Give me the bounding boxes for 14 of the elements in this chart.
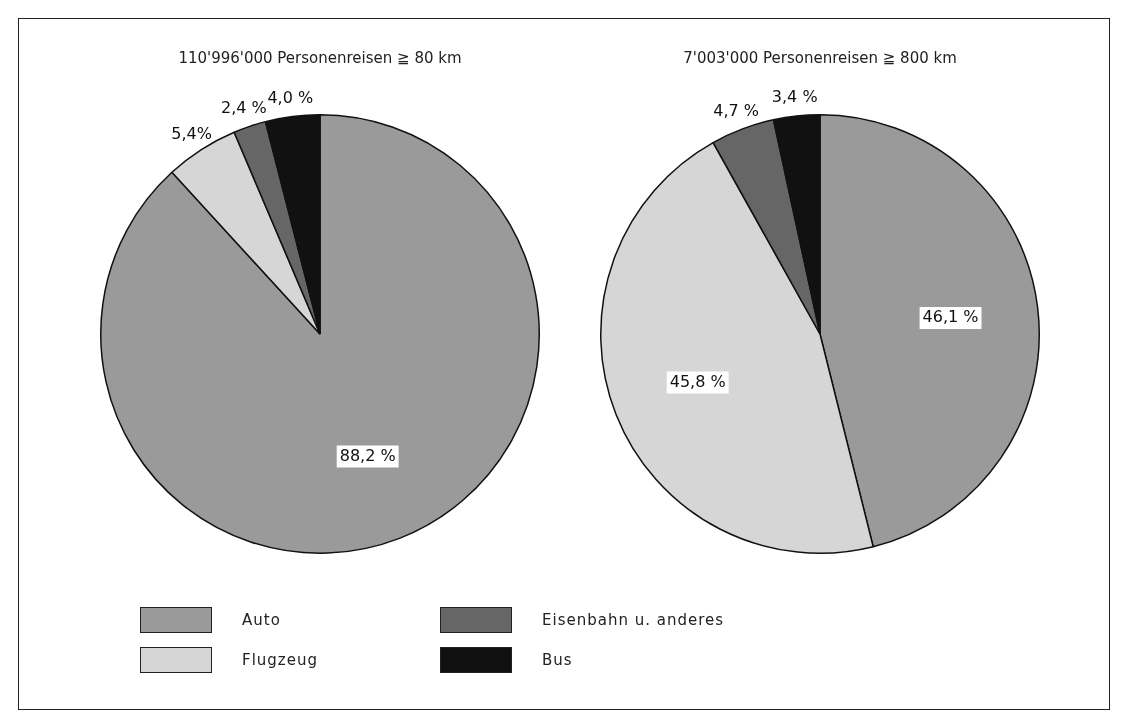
legend-label: Bus [542, 651, 573, 669]
data-label: 4,0 % [267, 87, 314, 107]
legend-label: Flugzeug [242, 651, 318, 669]
chart-title: 110'996'000 Personenreisen ≧ 80 km [178, 48, 462, 67]
chart-title: 7'003'000 Personenreisen ≧ 800 km [683, 48, 957, 67]
data-label: 5,4% [171, 123, 212, 143]
data-label: 88,2 % [339, 445, 396, 465]
data-label: 3,4 % [771, 87, 818, 107]
data-label: 4,7 % [713, 101, 760, 121]
legend-label: Eisenbahn u. anderes [542, 611, 725, 629]
data-label: 45,8 % [669, 371, 726, 391]
data-label: 2,4 % [220, 98, 267, 118]
legend-label: Auto [242, 611, 281, 629]
data-label: 46,1 % [922, 307, 979, 327]
